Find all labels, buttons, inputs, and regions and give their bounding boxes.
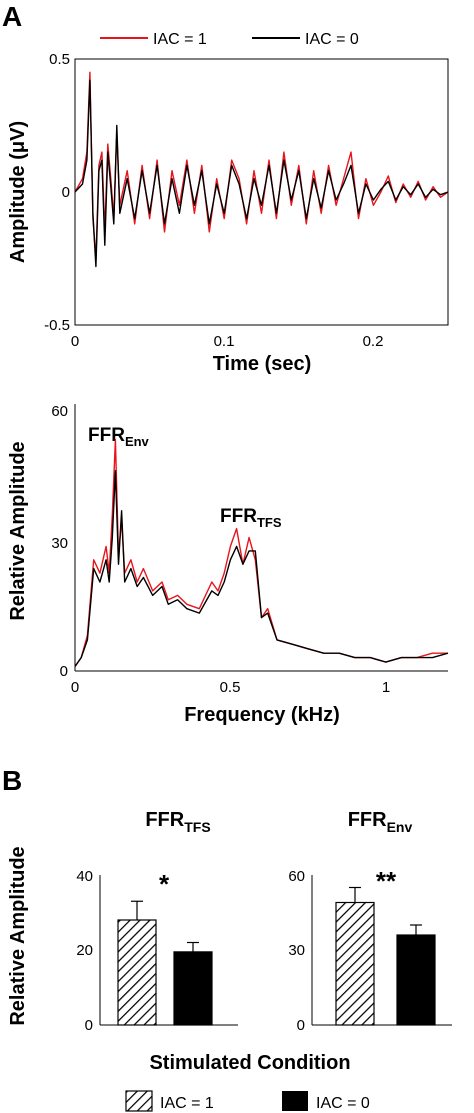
legend-solid-label: IAC = 0 — [316, 1095, 370, 1112]
spectrum-ylabel: Relative Amplitude — [7, 441, 29, 620]
ffr-tfs-bar-iac0 — [173, 951, 213, 1026]
spectrum-lines — [74, 438, 449, 667]
spectrum-ytick-30: 30 — [51, 535, 68, 552]
time-chart-series-iac0 — [74, 79, 449, 268]
ffr-tfs-peak-label-sub: TFS — [257, 515, 282, 530]
time-chart-ytick-pos: 0.5 — [49, 51, 70, 68]
ffr-tfs-significance: * — [159, 869, 170, 899]
spectrum-chart: 0 30 60 0 0.5 1 Frequency (kHz) Relative… — [7, 403, 449, 726]
time-chart-lines — [74, 71, 449, 268]
ffr-env-bar-iac0 — [396, 934, 436, 1026]
ffr-env-peak-label-main: FFR — [88, 425, 125, 446]
ffr-tfs-bars — [117, 900, 213, 1026]
time-chart-series-iac1 — [74, 71, 449, 260]
legend-top: IAC = 1 IAC = 0 — [100, 31, 359, 48]
spectrum-ytick-0: 0 — [60, 663, 68, 680]
time-chart-xlabel: Time (sec) — [213, 353, 312, 375]
legend-solid-swatch — [282, 1091, 308, 1111]
ffr-env-bars — [335, 886, 436, 1026]
ffr-tfs-ylabel: Relative Amplitude — [7, 846, 29, 1025]
panel-a-letter: A — [2, 1, 22, 32]
ffr-tfs-title-sub: TFS — [184, 819, 210, 835]
ffr-tfs-ytick-20: 20 — [76, 942, 93, 959]
panel-b-letter: B — [2, 765, 22, 796]
spectrum-xlabel: Frequency (kHz) — [184, 704, 340, 726]
spectrum-ytick-60: 60 — [51, 403, 68, 420]
time-chart-xtick-2: 0.2 — [363, 333, 384, 350]
ffr-tfs-peak-label-main: FFR — [220, 506, 257, 527]
time-waveform-chart: -0.5 0 0.5 0 0.1 0.2 Time (sec) Amplitud… — [7, 51, 449, 375]
ffr-env-peak-label-sub: Env — [125, 434, 150, 449]
ffr-tfs-bar-chart: FFRTFS 0 20 40 Relative Amplitude * — [7, 809, 238, 1034]
ffr-env-title: FFREnv — [348, 809, 413, 835]
ffr-tfs-title: FFRTFS — [145, 809, 210, 835]
ffr-env-title-sub: Env — [387, 819, 413, 835]
bar-xlabel: Stimulated Condition — [149, 1052, 350, 1074]
ffr-env-ytick-30: 30 — [288, 942, 305, 959]
legend-top-black-label: IAC = 0 — [305, 31, 359, 48]
time-chart-ytick-zero: 0 — [62, 184, 70, 201]
time-chart-xtick-1: 0.1 — [214, 333, 235, 350]
spectrum-xtick-0: 0 — [71, 679, 79, 696]
legend-top-red-label: IAC = 1 — [153, 31, 207, 48]
ffr-env-bar-iac1 — [335, 901, 375, 1026]
spectrum-xtick-05: 0.5 — [220, 679, 241, 696]
time-chart-xtick-0: 0 — [71, 333, 79, 350]
ffr-env-peak-label: FFREnv — [88, 425, 150, 449]
time-chart-ytick-neg: -0.5 — [44, 317, 70, 334]
legend-hatched-label: IAC = 1 — [160, 1095, 214, 1112]
ffr-tfs-title-main: FFR — [145, 809, 184, 831]
ffr-env-ytick-0: 0 — [297, 1017, 305, 1034]
time-chart-ylabel: Amplitude (μV) — [7, 121, 29, 263]
ffr-env-bar-chart: FFREnv 0 30 60 ** — [288, 809, 452, 1034]
ffr-env-title-main: FFR — [348, 809, 387, 831]
ffr-tfs-peak-label: FFRTFS — [220, 506, 282, 530]
spectrum-series-iac1 — [74, 438, 448, 667]
spectrum-xtick-1: 1 — [382, 679, 390, 696]
ffr-tfs-ytick-40: 40 — [76, 868, 93, 885]
legend-bottom: IAC = 1 IAC = 0 — [125, 1090, 370, 1112]
ffr-tfs-bar-iac1 — [117, 919, 157, 1026]
ffr-tfs-ytick-0: 0 — [85, 1017, 93, 1034]
ffr-env-significance: ** — [376, 866, 397, 896]
spectrum-series-iac0 — [74, 470, 449, 667]
legend-hatched-swatch — [125, 1090, 153, 1112]
ffr-env-ytick-60: 60 — [288, 868, 305, 885]
